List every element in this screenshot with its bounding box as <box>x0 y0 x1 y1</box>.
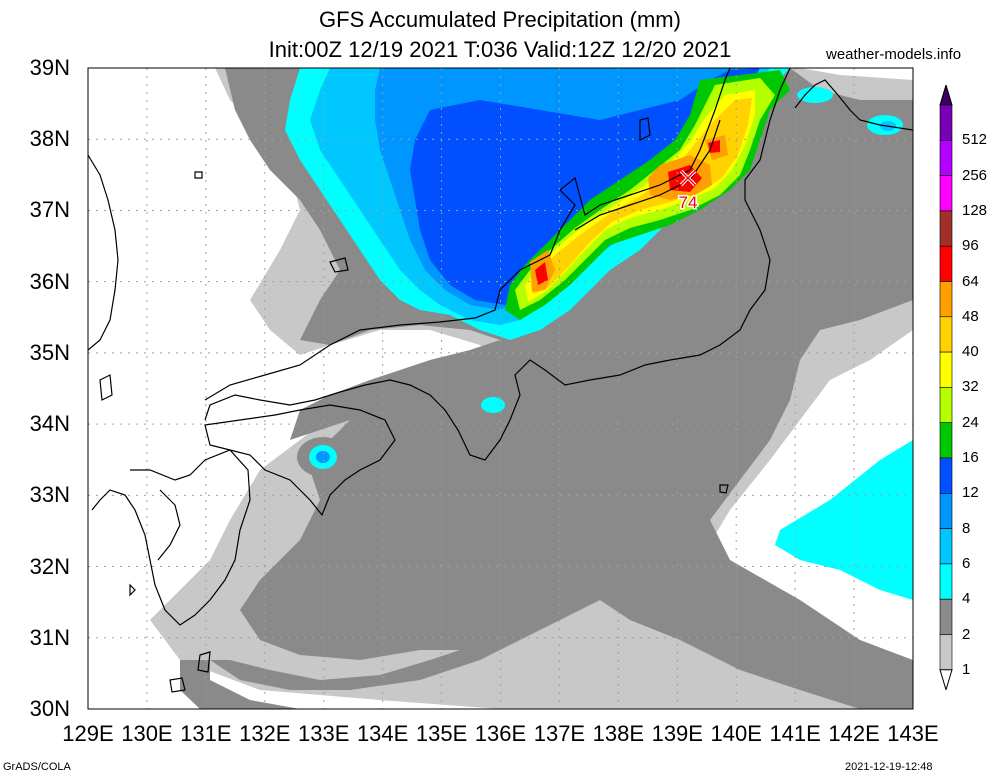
lon-label: 133E <box>298 721 350 746</box>
legend-top-arrow <box>939 85 953 106</box>
island <box>129 583 136 597</box>
legend-label: 64 <box>962 272 979 290</box>
honshu-coast <box>204 68 731 401</box>
lon-label: 137E <box>533 721 586 746</box>
legend-bottom-arrow <box>939 669 953 690</box>
shikoku-coast <box>204 404 396 517</box>
lat-label: 39N <box>29 55 70 80</box>
lon-label: 141E <box>769 721 821 746</box>
precip-4mm-area <box>775 440 913 600</box>
hokkaido-coast <box>794 79 913 131</box>
legend-swatch <box>939 210 953 247</box>
legend-swatch <box>939 387 953 423</box>
max-precip-marker: 74 <box>677 169 699 214</box>
legend-swatch <box>939 634 953 671</box>
precip-spot <box>797 87 833 103</box>
legend-swatch <box>939 139 953 176</box>
legend-swatch <box>939 316 953 353</box>
lon-label: 140E <box>710 721 762 746</box>
lat-label: 30N <box>29 696 70 721</box>
precipitation-fields <box>150 68 913 709</box>
legend-swatch <box>939 245 953 282</box>
legend-label: 128 <box>962 201 988 219</box>
lon-label: 136E <box>474 721 527 746</box>
legend-label: 16 <box>962 449 979 466</box>
plot-frame <box>87 67 914 710</box>
prefecture-border <box>574 119 721 231</box>
legend-label: 512 <box>962 131 988 149</box>
lon-label: 138E <box>592 721 645 746</box>
legend-swatch <box>939 104 953 141</box>
legend-swatch <box>939 422 953 459</box>
legend-swatch <box>939 563 953 600</box>
legend-swatch <box>939 492 953 529</box>
island <box>329 257 349 273</box>
korea-coast <box>88 154 119 351</box>
lon-label: 139E <box>651 721 703 746</box>
island <box>197 651 211 673</box>
precip-spot <box>316 451 330 463</box>
lon-label: 129E <box>62 721 114 746</box>
legend-swatch <box>939 598 953 635</box>
island <box>719 484 729 494</box>
legend-label: 32 <box>962 378 979 396</box>
legend-label: 2 <box>962 625 971 643</box>
gridlines <box>88 68 913 709</box>
legend-swatch <box>939 457 953 494</box>
precip-spot <box>481 397 505 413</box>
site-name: weather-models.info <box>826 46 962 63</box>
island <box>99 374 113 401</box>
kyushu-coast <box>91 449 251 626</box>
island <box>639 117 651 141</box>
lat-label: 38N <box>29 126 70 152</box>
lon-label: 134E <box>356 721 409 746</box>
lat-label: 34N <box>29 411 70 437</box>
lon-label: 132E <box>239 721 291 746</box>
legend-label: 24 <box>962 413 979 431</box>
precip-12mm-area <box>410 68 760 305</box>
legend-swatch <box>939 528 953 565</box>
legend-swatch <box>939 281 953 318</box>
kyushu-inner <box>157 489 181 561</box>
legend-label: 6 <box>962 554 971 572</box>
grads-credit: GrADS/COLA <box>3 761 71 773</box>
precip-64mm-area <box>708 140 720 153</box>
lat-label: 35N <box>29 339 70 365</box>
island <box>194 171 203 179</box>
legend-label: 1 <box>962 660 971 678</box>
precip-64mm-area <box>535 262 548 285</box>
legend-swatch <box>939 175 953 212</box>
island <box>169 677 186 693</box>
legend-label: 48 <box>962 307 979 325</box>
lon-label: 142E <box>828 721 880 746</box>
lat-label: 37N <box>29 197 70 223</box>
legend-swatch <box>939 351 953 388</box>
chart-subtitle: Init:00Z 12/19 2021 T:036 Valid:12Z 12/2… <box>268 37 732 62</box>
legend-label: 40 <box>962 343 979 361</box>
coastlines <box>88 68 913 693</box>
lat-label: 36N <box>29 268 70 294</box>
lon-label: 130E <box>121 721 173 746</box>
lat-label: 33N <box>29 482 70 508</box>
honshu-coast <box>204 68 791 461</box>
timestamp: 2021-12-19-12:48 <box>845 761 933 773</box>
precip-40mm-area <box>533 98 752 294</box>
legend-label: 8 <box>962 519 971 537</box>
max-precip-value: 74 <box>679 193 698 212</box>
lon-label: 131E <box>180 721 232 746</box>
lon-label: 143E <box>887 721 939 746</box>
lat-label: 31N <box>29 624 70 650</box>
legend-label: 256 <box>962 166 988 184</box>
chart-title: GFS Accumulated Precipitation (mm) <box>319 7 681 32</box>
legend-label: 96 <box>962 237 979 255</box>
legend-label: 12 <box>962 484 979 502</box>
legend-label: 4 <box>962 590 971 608</box>
color-legend <box>939 85 953 690</box>
lon-label: 135E <box>415 721 468 746</box>
lat-label: 32N <box>29 553 70 579</box>
